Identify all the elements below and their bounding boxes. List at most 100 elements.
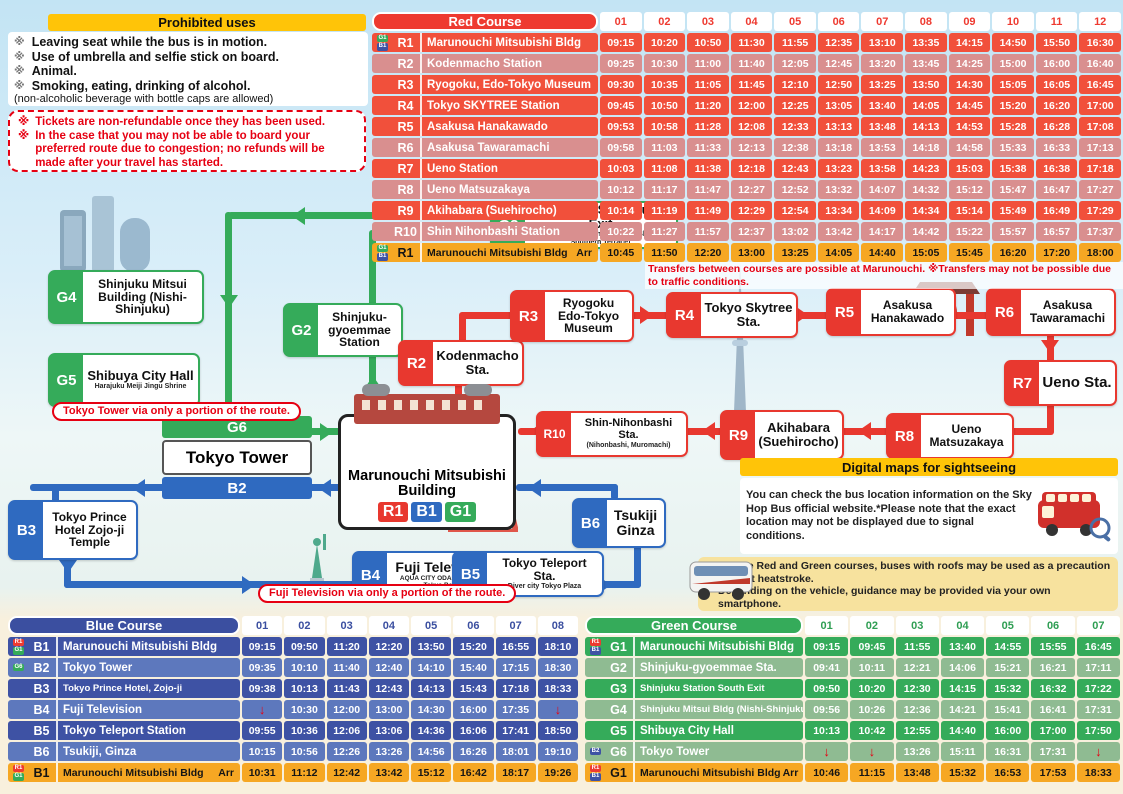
time-cell: 14:30 xyxy=(411,700,452,719)
stop-row-r8[interactable]: R8 Ueno Matsuzakaya xyxy=(372,180,598,199)
time-cell: 13:26 xyxy=(368,742,409,761)
time-cell: 13:42 xyxy=(817,222,860,241)
stop-row-r9[interactable]: R9 Akihabara (Suehirocho) xyxy=(372,201,598,220)
time-cell: 11:40 xyxy=(730,54,773,73)
stop-row-b5[interactable]: B5 Tokyo Teleport Station xyxy=(8,721,240,740)
time-cell: 14:13 xyxy=(905,117,947,136)
map-stop-b3[interactable]: B3 Tokyo Prince Hotel Zojo-ji Temple xyxy=(8,500,138,560)
roof-note-line: Depending on the vehicle, guidance may b… xyxy=(718,585,1051,610)
time-cell: 13:20 xyxy=(861,54,904,73)
stop-code: G5 xyxy=(610,723,627,738)
column-header-02: 02 xyxy=(284,616,325,635)
column-header-05: 05 xyxy=(411,616,452,635)
digital-maps-panel: You can check the bus location informati… xyxy=(740,478,1118,554)
transfer-badge-slot: R1 B1 xyxy=(587,638,604,655)
stop-row-r7[interactable]: R7 Ueno Station xyxy=(372,159,598,178)
time-cell: 12:25 xyxy=(774,96,816,115)
map-stop-r3[interactable]: R3 Ryogoku Edo-Tokyo Museum xyxy=(510,290,634,342)
map-stop-r2[interactable]: R2 Kodenmacho Sta. xyxy=(398,340,524,386)
stop-row-b3[interactable]: B3 Tokyo Prince Hotel, Zojo-ji xyxy=(8,679,240,698)
stop-name: Ueno Station xyxy=(427,162,498,175)
time-cell: 16:53 xyxy=(986,763,1030,782)
time-cell: 17:35 xyxy=(495,700,536,719)
divider xyxy=(633,637,635,656)
map-stop-g5[interactable]: G5 Shibuya City Hall Harajuku Meiji Jing… xyxy=(48,353,200,407)
transfer-badge-b1: B1 xyxy=(377,253,388,261)
stop-row-g3[interactable]: G3 Shinjuku Station South Exit xyxy=(585,679,803,698)
green-course-timetable: Green Course 01 02 03 04 05 06 07 R1 B1 G1 Marunouc… xyxy=(585,616,1120,782)
time-cell: 14:45 xyxy=(948,96,991,115)
stop-row-r1-arrival[interactable]: G1 B1 R1 Marunouchi Mitsubishi Bldg Arr xyxy=(372,243,598,262)
stop-row-b6[interactable]: B6 Tsukiji, Ginza xyxy=(8,742,240,761)
stop-row-b4[interactable]: B4 Fuji Television xyxy=(8,700,240,719)
stop-row-r10[interactable]: R10 Shin Nihonbashi Station xyxy=(372,222,598,241)
time-cell: 14:32 xyxy=(905,180,947,199)
red-route-line xyxy=(459,314,466,346)
time-cell: 11:57 xyxy=(687,222,729,241)
map-stop-r6[interactable]: R6 Asakusa Tawaramachi xyxy=(986,288,1116,336)
time-cell: 13:13 xyxy=(817,117,860,136)
arrival-label: Arr xyxy=(218,766,234,779)
stop-row-b1-arrival[interactable]: R1 G1 B1 Marunouchi Mitsubishi Bldg Arr xyxy=(8,763,240,782)
stop-code: R8 xyxy=(397,182,414,197)
stop-row-g1-arrival[interactable]: R1 B1 G1 Marunouchi Mitsubishi Bldg Arr xyxy=(585,763,803,782)
stop-name: Tsukiji Ginza xyxy=(613,507,658,538)
stop-row-g4[interactable]: G4 Shinjuku Mitsui Bldg (Nishi-Shinjuku) xyxy=(585,700,803,719)
stop-row-b2[interactable]: G6 B2 Tokyo Tower xyxy=(8,658,240,677)
stop-row-g2[interactable]: G2 Shinjuku-gyoemmae Sta. xyxy=(585,658,803,677)
stop-name: Marunouchi Mitsubishi Bldg xyxy=(63,640,217,653)
stop-row-r5[interactable]: R5 Asakusa Hanakawado xyxy=(372,117,598,136)
stop-row-r3[interactable]: R3 Ryogoku, Edo-Tokyo Museum xyxy=(372,75,598,94)
stop-row-g5[interactable]: G5 Shibuya City Hall xyxy=(585,721,803,740)
time-cell: 13:35 xyxy=(905,33,947,52)
time-cell: 10:13 xyxy=(805,721,849,740)
map-stop-r9[interactable]: R9 Akihabara (Suehirocho) xyxy=(720,410,844,460)
stop-name: Shinjuku-gyoemmae Station xyxy=(328,309,391,350)
time-cell: 11:50 xyxy=(643,243,686,262)
map-stop-tokyo-tower-block[interactable]: G6 Tokyo Tower B2 xyxy=(162,416,312,499)
blue-route-line xyxy=(52,484,59,504)
stop-row-b1[interactable]: R1 G1 B1 Marunouchi Mitsubishi Bldg xyxy=(8,637,240,656)
time-cell: 12:13 xyxy=(730,138,773,157)
map-stop-r5[interactable]: R5 Asakusa Hanakawado xyxy=(826,288,956,336)
stop-code: R2 xyxy=(397,56,414,71)
stop-row-r2[interactable]: R2 Kodenmacho Station xyxy=(372,54,598,73)
time-cell: 11:45 xyxy=(730,75,773,94)
map-hub-marunouchi[interactable]: Marunouchi Mitsubishi Building R1 B1 G1 xyxy=(338,414,516,530)
time-cell: 15:12 xyxy=(948,180,991,199)
prohibited-uses-panel: ※ Leaving seat while the bus is in motion… xyxy=(8,32,368,106)
map-stop-g2[interactable]: G2 Shinjuku-gyoemmae Station xyxy=(283,303,403,357)
time-cell: 15:05 xyxy=(905,243,947,262)
stop-row-r6[interactable]: R6 Asakusa Tawaramachi xyxy=(372,138,598,157)
map-stop-g4[interactable]: G4 Shinjuku Mitsui Building (Nishi-Shinj… xyxy=(48,270,204,324)
column-header-10: 10 xyxy=(992,12,1034,31)
fuji-tv-route-note: Fuji Television via only a portion of th… xyxy=(258,584,517,603)
time-cell: 16:28 xyxy=(1035,117,1078,136)
stop-row-g1[interactable]: R1 B1 G1 Marunouchi Mitsubishi Bldg xyxy=(585,637,803,656)
red-route-arrow xyxy=(702,422,715,440)
time-cell: 11:17 xyxy=(643,180,686,199)
no-stop-arrow: ↓ xyxy=(1076,742,1120,761)
time-cell: 12:42 xyxy=(326,763,367,782)
map-stop-r4[interactable]: R4 Tokyo Skytree Sta. xyxy=(666,292,798,338)
time-cell: 15:57 xyxy=(992,222,1034,241)
map-stop-r10[interactable]: R10 Shin-Nihonbashi Sta. (Nihonbashi, Mu… xyxy=(536,411,688,457)
time-cell: 11:12 xyxy=(284,763,325,782)
stop-row-r1[interactable]: G1 B1 R1 Marunouchi Mitsubishi Bldg xyxy=(372,33,598,52)
time-cell: 17:29 xyxy=(1079,201,1121,220)
stop-name: Tokyo Skytree Sta. xyxy=(704,300,793,329)
time-cell: 09:55 xyxy=(242,721,283,740)
map-stop-r8[interactable]: R8 Ueno Matsuzakaya xyxy=(886,413,1014,459)
stop-name: Shin Nihonbashi Station xyxy=(427,225,560,238)
stop-row-r4[interactable]: R4 Tokyo SKYTREE Station xyxy=(372,96,598,115)
stop-code: B6 xyxy=(33,744,50,759)
time-cell: 14:55 xyxy=(986,637,1030,656)
time-cell: 13:25 xyxy=(774,243,816,262)
transfer-badge-slot: B2 xyxy=(587,747,604,756)
map-stop-b6[interactable]: B6 Tsukiji Ginza xyxy=(572,498,666,548)
stop-row-g6[interactable]: B2 G6 Tokyo Tower xyxy=(585,742,803,761)
time-cell: 11:33 xyxy=(687,138,729,157)
time-cell: 14:07 xyxy=(861,180,904,199)
time-cell: 14:06 xyxy=(940,658,985,677)
map-stop-r7[interactable]: R7 Ueno Sta. xyxy=(1004,360,1117,406)
